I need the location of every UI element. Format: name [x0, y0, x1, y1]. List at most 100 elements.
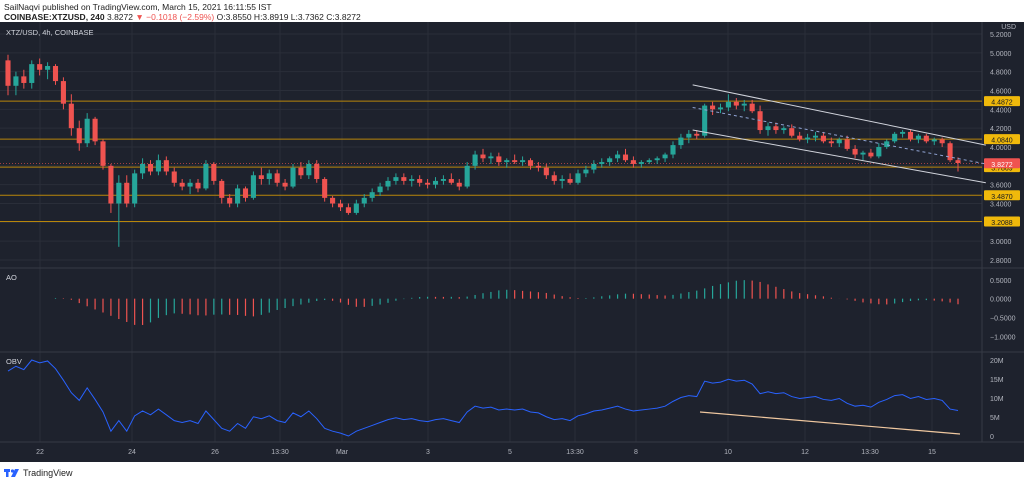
candle-body — [5, 60, 11, 86]
candle-body — [377, 186, 383, 193]
time-tick-label: Mar — [336, 449, 349, 456]
candle-body — [456, 182, 462, 187]
price-tick-label: 5.2000 — [990, 32, 1012, 39]
candle-body — [504, 160, 510, 163]
brand-label: TradingView — [23, 468, 73, 478]
candle-body — [29, 64, 35, 83]
ao-tick-label: 0.5000 — [990, 278, 1012, 285]
candle-body — [583, 169, 589, 174]
candle-body — [417, 179, 423, 183]
candle-body — [567, 179, 573, 183]
candle-body — [591, 163, 597, 170]
price-tick-label: 4.0000 — [990, 145, 1012, 152]
candle-body — [116, 182, 122, 204]
channel-upper-line — [692, 84, 986, 146]
candle-body — [876, 147, 882, 157]
candle-body — [805, 137, 811, 140]
candle-body — [654, 158, 660, 161]
candle-body — [836, 139, 842, 144]
price-tick-label: 3.4000 — [990, 202, 1012, 209]
candle-body — [947, 143, 953, 161]
candle-body — [694, 133, 700, 136]
price-tick-label: 3.0000 — [990, 239, 1012, 246]
price-chart[interactable]: 5.2000 5.0000 4.8000 4.6000 4.4000 4.2000 4.00… — [0, 22, 1024, 462]
price-tick-label: 4.6000 — [990, 89, 1012, 96]
candle-body — [235, 188, 241, 204]
candle-body — [124, 182, 130, 204]
obv-tick-label: 15M — [990, 377, 1004, 384]
candle-body — [203, 163, 209, 189]
down-arrow-icon: ▼ — [135, 12, 144, 22]
candle-body — [147, 163, 154, 172]
time-tick-label: 26 — [211, 449, 219, 456]
candle-body — [282, 182, 288, 187]
candle-body — [266, 173, 272, 180]
price-tick-label: 4.8000 — [990, 70, 1012, 77]
candle-body — [472, 154, 478, 166]
candle-body — [60, 81, 66, 104]
time-tick-label: 15 — [928, 449, 936, 456]
candle-body — [242, 188, 249, 198]
candle-body — [108, 165, 114, 204]
candle-body — [535, 165, 541, 168]
candle-body — [907, 131, 914, 140]
candle-body — [171, 171, 177, 183]
candle-body — [211, 163, 217, 181]
candle-body — [797, 135, 803, 140]
candle-body — [219, 180, 225, 198]
candle-body — [939, 139, 945, 144]
symbol-label: COINBASE:XTZUSD, 240 — [4, 12, 105, 22]
candle-body — [401, 177, 407, 181]
candle-body — [717, 107, 724, 110]
candle-body — [646, 160, 652, 163]
candle-body — [227, 197, 233, 204]
time-tick-label: 24 — [128, 449, 136, 456]
symbol-bar: COINBASE:XTZUSD, 240 3.8272 ▼ −0.1018 (−… — [4, 12, 361, 22]
candle-body — [527, 160, 534, 166]
candle-body — [725, 101, 731, 108]
candle-body — [84, 118, 90, 144]
candle-body — [733, 101, 739, 106]
obv-trend-line — [699, 411, 961, 435]
candle-body — [187, 182, 193, 187]
candle-body — [765, 126, 771, 131]
level-label: 4.4872 — [991, 100, 1013, 107]
level-label-bg — [984, 216, 1020, 227]
candle-body — [345, 207, 351, 213]
candle-body — [773, 126, 779, 131]
candle-body — [21, 76, 27, 83]
channel-lower-line — [692, 129, 986, 184]
candle-body — [844, 139, 850, 149]
candle-body — [13, 76, 19, 86]
price-tick-label: 3.6000 — [990, 183, 1012, 190]
candle-body — [812, 135, 819, 138]
obv-tick-label: 20M — [990, 358, 1004, 365]
candle-body — [923, 135, 929, 142]
candle-body — [575, 173, 581, 183]
candle-body — [496, 156, 502, 163]
candle-body — [353, 203, 359, 213]
candle-body — [100, 141, 106, 166]
candle-body — [852, 148, 858, 155]
candle-body — [140, 163, 146, 174]
ao-indicator-label: AO — [6, 273, 17, 282]
candle-body — [686, 133, 692, 138]
candle-body — [330, 197, 336, 204]
candle-body — [361, 197, 367, 204]
obv-tick-label: 10M — [990, 396, 1004, 403]
candle-body — [520, 160, 526, 163]
candle-body — [314, 163, 320, 180]
candle-body — [512, 160, 518, 163]
time-tick-label: 13:30 — [861, 449, 879, 456]
obv-line — [7, 359, 959, 437]
last-price-label-bg — [984, 158, 1020, 169]
candle-body — [250, 175, 256, 198]
candle-body — [955, 160, 961, 164]
candle-body — [678, 137, 684, 146]
candle-body — [480, 154, 486, 159]
candle-body — [622, 154, 629, 161]
chart-background — [0, 22, 1024, 462]
candle-body — [274, 173, 280, 183]
time-tick-label: 13:30 — [566, 449, 584, 456]
